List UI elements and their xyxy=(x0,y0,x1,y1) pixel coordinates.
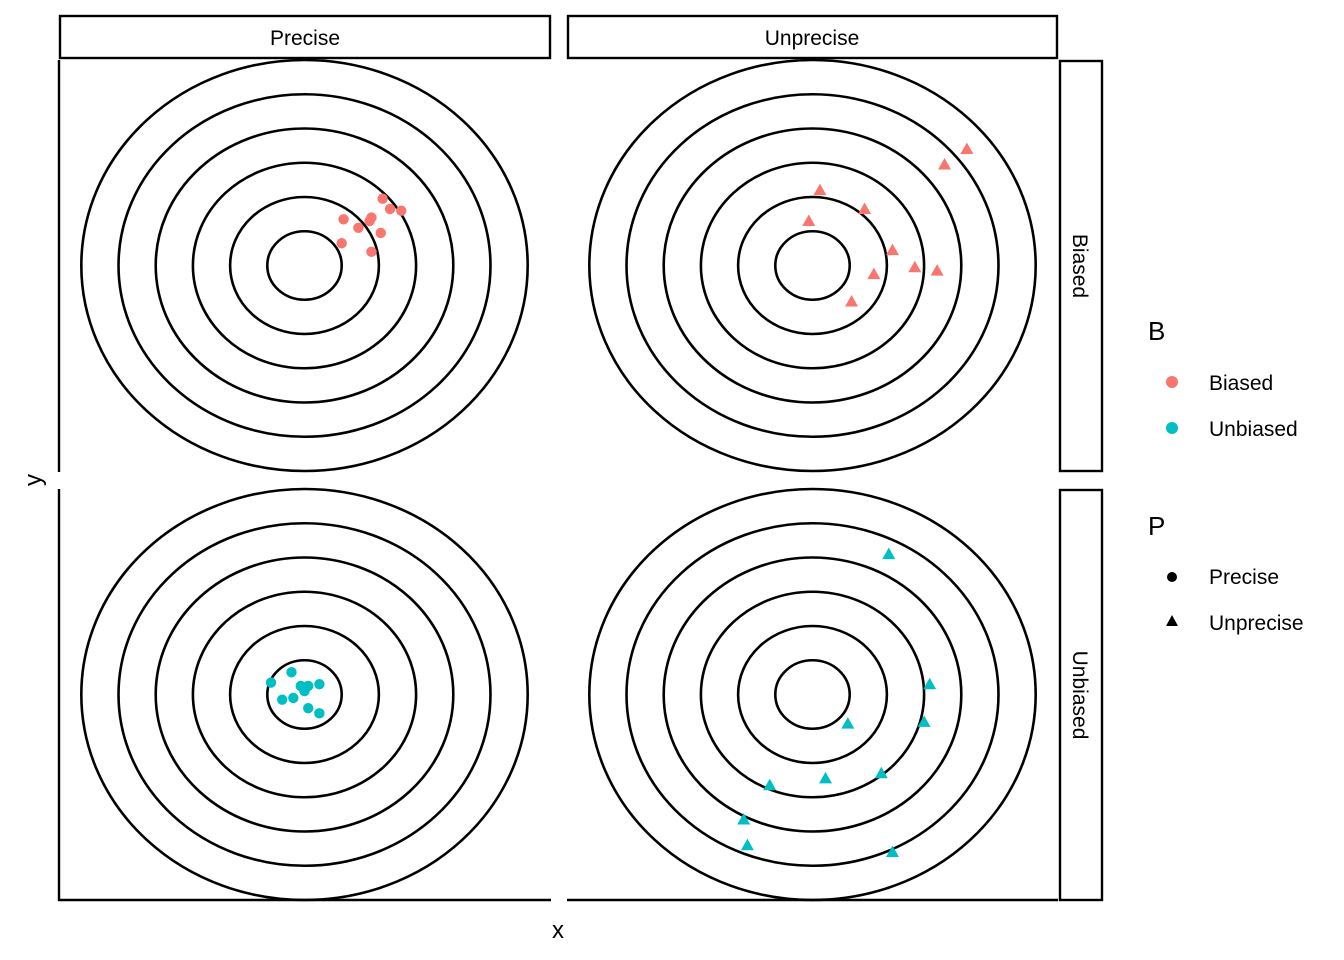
facet-label-precise: Precise xyxy=(270,27,340,50)
data-point-triangle xyxy=(841,717,855,729)
data-point-circle xyxy=(314,708,325,719)
data-point-triangle xyxy=(960,142,974,155)
legend-b-unbiased-key xyxy=(1166,422,1178,434)
target-ring xyxy=(266,658,343,731)
data-point-triangle xyxy=(737,813,751,825)
target-ring xyxy=(228,195,381,336)
target-ring xyxy=(774,229,851,302)
facet-label-unprecise: Unprecise xyxy=(765,27,860,50)
legend-b-biased-key xyxy=(1166,376,1178,388)
facet-strip-column-unprecise: Unprecise xyxy=(566,14,1059,60)
panel-precise-biased xyxy=(80,58,529,473)
target-ring xyxy=(228,624,381,765)
legend-p-precise-key xyxy=(1167,572,1177,582)
data-point-triangle xyxy=(882,547,896,560)
target-ring xyxy=(774,658,851,731)
x-axis-title: x xyxy=(552,917,564,944)
data-point-circle xyxy=(353,222,364,234)
data-point-triangle xyxy=(885,845,899,858)
data-point-triangle xyxy=(908,260,922,273)
facet-strip-row-unbiased: Unbiased xyxy=(1058,488,1104,902)
data-point-circle xyxy=(288,692,299,704)
data-point-circle xyxy=(338,214,349,225)
legend-p-unprecise-label: Unprecise xyxy=(1209,612,1304,635)
target-ring xyxy=(588,58,1037,473)
target-ring xyxy=(154,127,455,404)
data-point-triangle xyxy=(923,677,937,690)
data-point-circle xyxy=(299,685,310,697)
legend-b-title: B xyxy=(1148,316,1165,346)
legend-p: P Precise Unprecise xyxy=(1148,511,1304,635)
data-point-triangle xyxy=(938,157,952,170)
target-ring xyxy=(117,521,492,868)
data-point-triangle xyxy=(930,264,944,276)
data-point-circle xyxy=(375,227,386,239)
facet-strip-column-precise: Precise xyxy=(58,14,552,60)
data-point-circle xyxy=(396,205,407,216)
data-point-circle xyxy=(377,193,388,204)
data-point-triangle xyxy=(867,267,881,280)
target-ring xyxy=(266,229,343,302)
target-ring xyxy=(588,487,1037,902)
panel-precise-unbiased xyxy=(80,487,529,902)
facet-label-unbiased: Unbiased xyxy=(1068,651,1091,740)
target-ring xyxy=(662,556,963,833)
panel-unprecise-unbiased xyxy=(588,487,1037,902)
data-point-triangle xyxy=(813,183,827,196)
facet-strip-row-biased: Biased xyxy=(1058,59,1104,473)
facet-panels xyxy=(80,58,1037,902)
target-ring xyxy=(736,195,889,336)
target-ring xyxy=(80,58,529,473)
target-ring xyxy=(736,624,889,765)
data-point-circle xyxy=(366,212,377,223)
y-axis-title: y xyxy=(20,474,47,486)
data-point-triangle xyxy=(858,202,872,214)
data-point-triangle xyxy=(802,214,816,226)
data-point-circle xyxy=(384,203,396,215)
target-ring xyxy=(154,556,455,833)
legend-b-biased-label: Biased xyxy=(1209,372,1273,395)
data-point-circle xyxy=(265,677,277,688)
data-point-circle xyxy=(303,703,314,714)
target-ring xyxy=(191,161,418,370)
target-ring xyxy=(699,161,926,370)
legend-p-unprecise-key xyxy=(1166,615,1178,626)
panel-unprecise-biased xyxy=(588,58,1037,473)
data-point-triangle xyxy=(819,771,833,784)
target-ring xyxy=(662,127,963,404)
target-ring xyxy=(625,92,1000,439)
target-ring xyxy=(191,590,418,799)
target-ring xyxy=(117,92,492,439)
data-point-triangle xyxy=(874,766,888,779)
data-point-triangle xyxy=(740,838,754,851)
data-point-circle xyxy=(336,238,347,249)
legend-b-unbiased-label: Unbiased xyxy=(1209,418,1298,441)
target-ring xyxy=(80,487,529,902)
data-point-triangle xyxy=(845,294,859,307)
legend-b: B Biased Unbiased xyxy=(1148,316,1298,441)
data-point-triangle xyxy=(763,778,777,791)
legend-p-precise-label: Precise xyxy=(1209,566,1279,589)
data-point-circle xyxy=(276,694,288,705)
data-point-triangle xyxy=(885,243,899,256)
data-point-circle xyxy=(314,679,325,690)
data-point-circle xyxy=(366,246,377,257)
data-point-circle xyxy=(286,667,297,678)
axis-lines xyxy=(57,60,1058,902)
facet-label-biased: Biased xyxy=(1068,234,1091,298)
data-point-triangle xyxy=(917,715,931,727)
target-ring xyxy=(625,521,1000,868)
target-ring xyxy=(699,590,926,799)
legend-p-title: P xyxy=(1148,511,1165,541)
